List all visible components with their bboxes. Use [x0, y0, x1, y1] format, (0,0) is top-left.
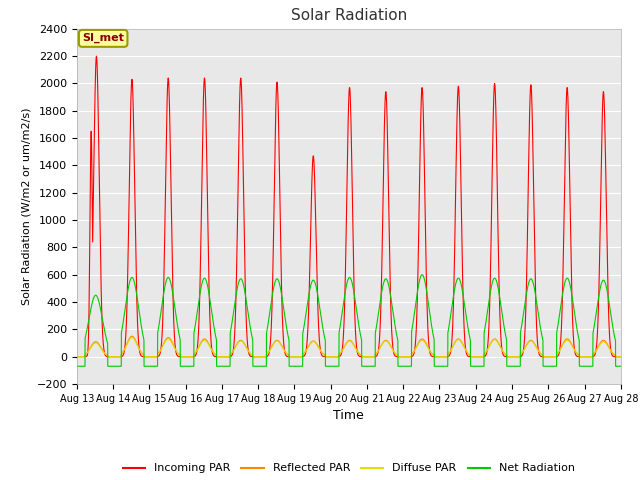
X-axis label: Time: Time: [333, 409, 364, 422]
Title: Solar Radiation: Solar Radiation: [291, 9, 407, 24]
Y-axis label: Solar Radiation (W/m2 or um/m2/s): Solar Radiation (W/m2 or um/m2/s): [21, 108, 31, 305]
Text: SI_met: SI_met: [82, 33, 124, 44]
Legend: Incoming PAR, Reflected PAR, Diffuse PAR, Net Radiation: Incoming PAR, Reflected PAR, Diffuse PAR…: [118, 459, 579, 478]
